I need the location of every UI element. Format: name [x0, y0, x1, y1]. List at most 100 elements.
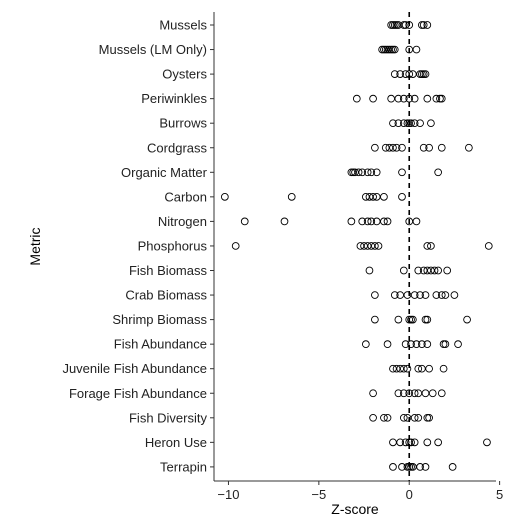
data-point-fish-abundance	[362, 340, 370, 349]
data-point-oysters	[419, 70, 428, 78]
y-tick-label-fish-abundance: Fish Abundance	[114, 337, 207, 352]
data-point-periwinkles	[432, 94, 441, 103]
data-point-cordgrass	[465, 143, 473, 152]
data-point-crab-biomass	[437, 291, 446, 299]
data-point-mussels-lm-only	[389, 45, 397, 54]
data-point-oysters	[390, 70, 399, 78]
data-point-juvenile-fish-abundance	[414, 364, 423, 373]
data-point-organic-matter	[354, 168, 363, 177]
data-point-fish-abundance	[454, 340, 462, 349]
data-point-carbon	[398, 193, 406, 201]
data-point-forage-fish-abundance	[405, 389, 414, 398]
y-tick-label-burrows: Burrows	[159, 116, 207, 131]
data-point-crab-biomass	[390, 291, 399, 299]
data-point-carbon	[287, 193, 296, 201]
data-point-juvenile-fish-abundance	[439, 364, 448, 373]
data-point-nitrogen	[280, 217, 289, 226]
data-point-fish-diversity	[383, 413, 392, 422]
data-point-nitrogen	[383, 217, 392, 226]
data-point-nitrogen	[347, 217, 356, 226]
data-point-forage-fish-abundance	[428, 389, 437, 398]
data-point-shrimp-biomass	[394, 315, 403, 324]
data-point-mussels	[419, 21, 428, 29]
data-point-fish-biomass	[399, 266, 408, 275]
data-point-nitrogen	[380, 217, 388, 226]
data-point-organic-matter	[349, 168, 358, 177]
y-tick-label-cordgrass: Cordgrass	[147, 140, 207, 155]
x-tick-label: 0	[406, 487, 413, 502]
y-tick-label-forage-fish-abundance: Forage Fish Abundance	[69, 386, 207, 401]
data-point-burrows	[405, 119, 414, 128]
data-point-fish-diversity	[399, 413, 408, 422]
x-tick-label: −10	[217, 487, 239, 502]
data-point-fish-biomass	[430, 266, 439, 275]
data-point-burrows	[394, 119, 403, 128]
data-point-shrimp-biomass	[407, 315, 415, 324]
data-point-periwinkles	[352, 94, 361, 103]
data-point-juvenile-fish-abundance	[425, 364, 433, 373]
data-point-organic-matter	[434, 168, 443, 177]
data-point-carbon	[380, 193, 388, 201]
y-tick-label-carbon: Carbon	[164, 189, 207, 204]
data-point-heron-use	[407, 438, 415, 447]
data-point-nitrogen	[367, 217, 376, 226]
y-tick-label-juvenile-fish-abundance: Juvenile Fish Abundance	[62, 361, 207, 376]
data-point-periwinkles	[436, 94, 444, 103]
data-point-shrimp-biomass	[421, 315, 430, 324]
data-point-cordgrass	[398, 143, 406, 152]
data-point-fish-biomass	[365, 266, 374, 275]
data-point-fish-abundance	[407, 340, 415, 349]
y-tick-label-mussels-lm-only: Mussels (LM Only)	[99, 42, 207, 57]
data-point-terrapin	[403, 463, 412, 471]
data-point-phosphorus	[371, 242, 379, 250]
data-point-phosphorus	[484, 242, 493, 250]
data-point-fish-abundance	[418, 340, 426, 349]
data-point-periwinkles	[410, 94, 419, 103]
data-point-organic-matter	[363, 168, 372, 177]
data-point-forage-fish-abundance	[394, 389, 403, 398]
data-point-fish-diversity	[369, 413, 377, 422]
y-tick-label-nitrogen: Nitrogen	[158, 214, 207, 229]
data-point-fish-biomass	[414, 266, 423, 275]
data-point-burrows	[410, 119, 419, 128]
data-point-phosphorus	[231, 242, 240, 250]
data-point-cordgrass	[392, 143, 401, 152]
data-point-mussels	[399, 21, 408, 29]
data-point-mussels-lm-only	[387, 45, 396, 54]
data-point-fish-biomass	[443, 266, 452, 275]
data-point-mussels-lm-only	[412, 45, 421, 54]
data-point-periwinkles	[369, 94, 377, 103]
data-point-burrows	[416, 119, 424, 128]
data-point-cordgrass	[371, 143, 379, 152]
data-point-terrapin	[421, 463, 430, 471]
data-point-forage-fish-abundance	[399, 389, 408, 398]
data-point-juvenile-fish-abundance	[399, 364, 408, 373]
data-point-fish-abundance	[412, 340, 421, 349]
data-point-crab-biomass	[432, 291, 441, 299]
data-point-fish-abundance	[401, 340, 410, 349]
y-tick-label-fish-diversity: Fish Diversity	[129, 410, 208, 425]
y-tick-label-crab-biomass: Crab Biomass	[125, 288, 207, 303]
data-point-fish-diversity	[414, 413, 423, 422]
data-point-nitrogen	[412, 217, 421, 226]
data-point-phosphorus	[423, 242, 432, 250]
data-point-forage-fish-abundance	[369, 389, 377, 398]
y-tick-label-phosphorus: Phosphorus	[138, 238, 208, 253]
data-point-crab-biomass	[441, 291, 450, 299]
data-point-shrimp-biomass	[423, 315, 432, 324]
data-point-terrapin	[448, 463, 457, 471]
x-tick-label: −5	[311, 487, 326, 502]
data-point-mussels	[423, 21, 432, 29]
y-tick-label-periwinkles: Periwinkles	[141, 91, 207, 106]
data-point-periwinkles	[423, 94, 432, 103]
data-point-juvenile-fish-abundance	[403, 364, 412, 373]
data-point-organic-matter	[358, 168, 367, 177]
data-point-organic-matter	[398, 168, 406, 177]
data-point-fish-diversity	[425, 413, 433, 422]
data-point-oysters	[396, 70, 405, 78]
data-point-nitrogen	[363, 217, 372, 226]
data-point-cordgrass	[419, 143, 428, 152]
data-point-periwinkles	[399, 94, 408, 103]
data-point-burrows	[407, 119, 415, 128]
data-point-heron-use	[423, 438, 432, 447]
